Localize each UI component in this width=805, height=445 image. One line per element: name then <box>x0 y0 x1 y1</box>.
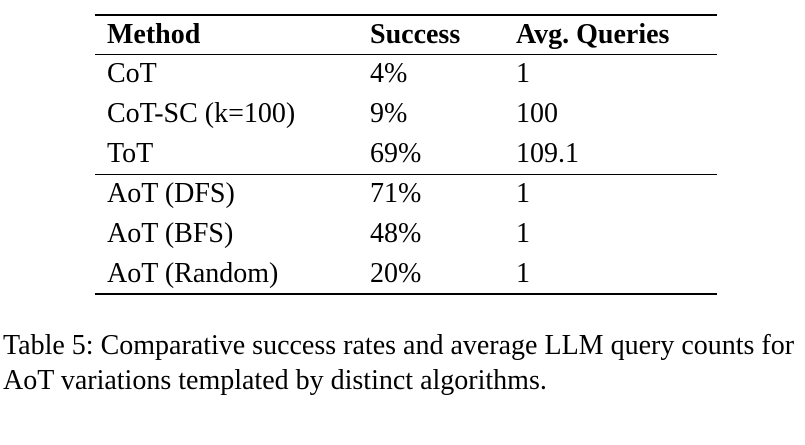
results-table: Method Success Avg. Queries CoT 4% 1 CoT… <box>95 14 717 295</box>
group-baselines: CoT 4% 1 CoT-SC (k=100) 9% 100 ToT 69% 1… <box>95 54 717 174</box>
cell-queries: 1 <box>516 178 530 210</box>
cell-queries: 100 <box>516 98 558 129</box>
cell-method: ToT <box>107 137 154 169</box>
cell-success: 71% <box>370 178 422 210</box>
cell-queries: 1 <box>516 218 530 249</box>
table-row: CoT 4% 1 <box>95 54 717 94</box>
table-figure: Method Success Avg. Queries CoT 4% 1 CoT… <box>95 14 805 295</box>
table-row: AoT (DFS) 71% 1 <box>95 174 717 214</box>
cell-success: 48% <box>370 218 422 249</box>
group-aot-variants: AoT (DFS) 71% 1 AoT (BFS) 48% 1 AoT (Ran… <box>95 174 717 294</box>
cell-method: CoT-SC (k=100) <box>107 98 296 129</box>
table-row: CoT-SC (k=100) 9% 100 <box>95 94 717 134</box>
table-row: AoT (BFS) 48% 1 <box>95 214 717 254</box>
cell-success: 69% <box>370 137 422 169</box>
header-row: Method Success Avg. Queries <box>95 15 717 54</box>
cell-success: 4% <box>370 58 408 90</box>
table-header: Method Success Avg. Queries <box>95 15 717 54</box>
cell-method: AoT (Random) <box>107 257 279 289</box>
cell-queries: 1 <box>516 257 530 289</box>
col-header-queries: Avg. Queries <box>516 18 670 50</box>
table-caption: Table 5: Comparative success rates and a… <box>3 330 795 396</box>
cell-queries: 1 <box>516 58 530 90</box>
cell-method: AoT (BFS) <box>107 218 234 249</box>
col-header-success: Success <box>370 18 461 50</box>
cell-success: 9% <box>370 98 408 129</box>
cell-method: AoT (DFS) <box>107 178 235 210</box>
table-row: ToT 69% 109.1 <box>95 134 717 174</box>
col-header-method: Method <box>107 18 201 50</box>
cell-success: 20% <box>370 257 422 289</box>
cell-method: CoT <box>107 58 157 90</box>
table-row: AoT (Random) 20% 1 <box>95 254 717 294</box>
cell-queries: 109.1 <box>516 137 579 169</box>
